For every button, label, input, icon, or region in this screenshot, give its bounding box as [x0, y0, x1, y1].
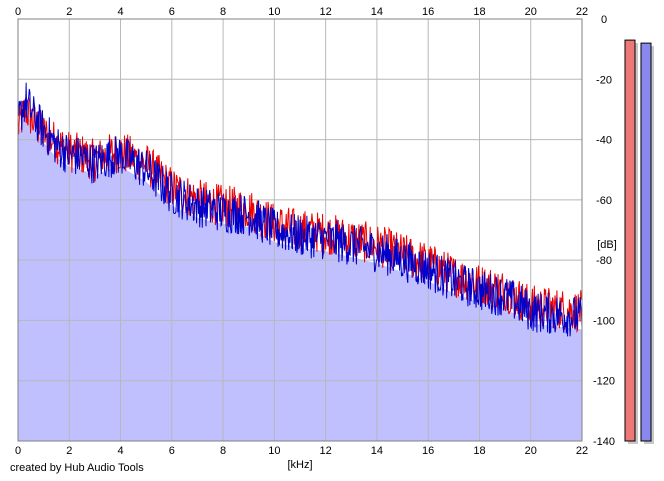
x-tick-label-top: 6	[169, 6, 175, 18]
y-tick-label: -20	[596, 74, 612, 86]
x-tick-label-bottom: 14	[371, 445, 383, 457]
x-tick-label-top: 0	[15, 6, 21, 18]
x-tick-label-bottom: 18	[473, 445, 485, 457]
level-meter-2	[640, 42, 652, 442]
y-tick-label: -120	[593, 376, 615, 388]
x-tick-label-bottom: 0	[15, 445, 21, 457]
x-tick-label-top: 18	[473, 6, 485, 18]
x-axis-label: [kHz]	[287, 459, 312, 471]
y-tick-label: -40	[596, 135, 612, 147]
plot-border	[17, 18, 583, 442]
y-tick-label: 0	[601, 14, 607, 26]
x-tick-label-top: 10	[268, 6, 280, 18]
credit-text: created by Hub Audio Tools	[10, 462, 144, 474]
x-tick-label-bottom: 22	[576, 445, 588, 457]
x-tick-label-bottom: 2	[66, 445, 72, 457]
x-tick-label-bottom: 10	[268, 445, 280, 457]
x-tick-label-top: 16	[422, 6, 434, 18]
spectrum-fill	[18, 113, 582, 441]
x-tick-label-bottom: 4	[117, 445, 123, 457]
x-tick-label-top: 4	[117, 6, 123, 18]
x-tick-label-bottom: 16	[422, 445, 434, 457]
x-tick-label-top: 12	[320, 6, 332, 18]
y-tick-label: -80	[596, 255, 612, 267]
x-tick-label-bottom: 8	[220, 445, 226, 457]
y-tick-label: -140	[593, 436, 615, 448]
x-tick-label-top: 8	[220, 6, 226, 18]
y-tick-label: -100	[593, 315, 615, 327]
series-line-2	[17, 82, 583, 337]
x-tick-label-top: 14	[371, 6, 383, 18]
y-axis-label: [dB]	[597, 239, 617, 251]
x-tick-label-bottom: 20	[525, 445, 537, 457]
x-tick-label-top: 22	[576, 6, 588, 18]
level-meter-1	[624, 39, 636, 442]
x-tick-label-top: 2	[66, 6, 72, 18]
x-tick-label-bottom: 6	[169, 445, 175, 457]
x-tick-label-top: 20	[525, 6, 537, 18]
y-tick-label: -60	[596, 195, 612, 207]
x-tick-label-bottom: 12	[320, 445, 332, 457]
